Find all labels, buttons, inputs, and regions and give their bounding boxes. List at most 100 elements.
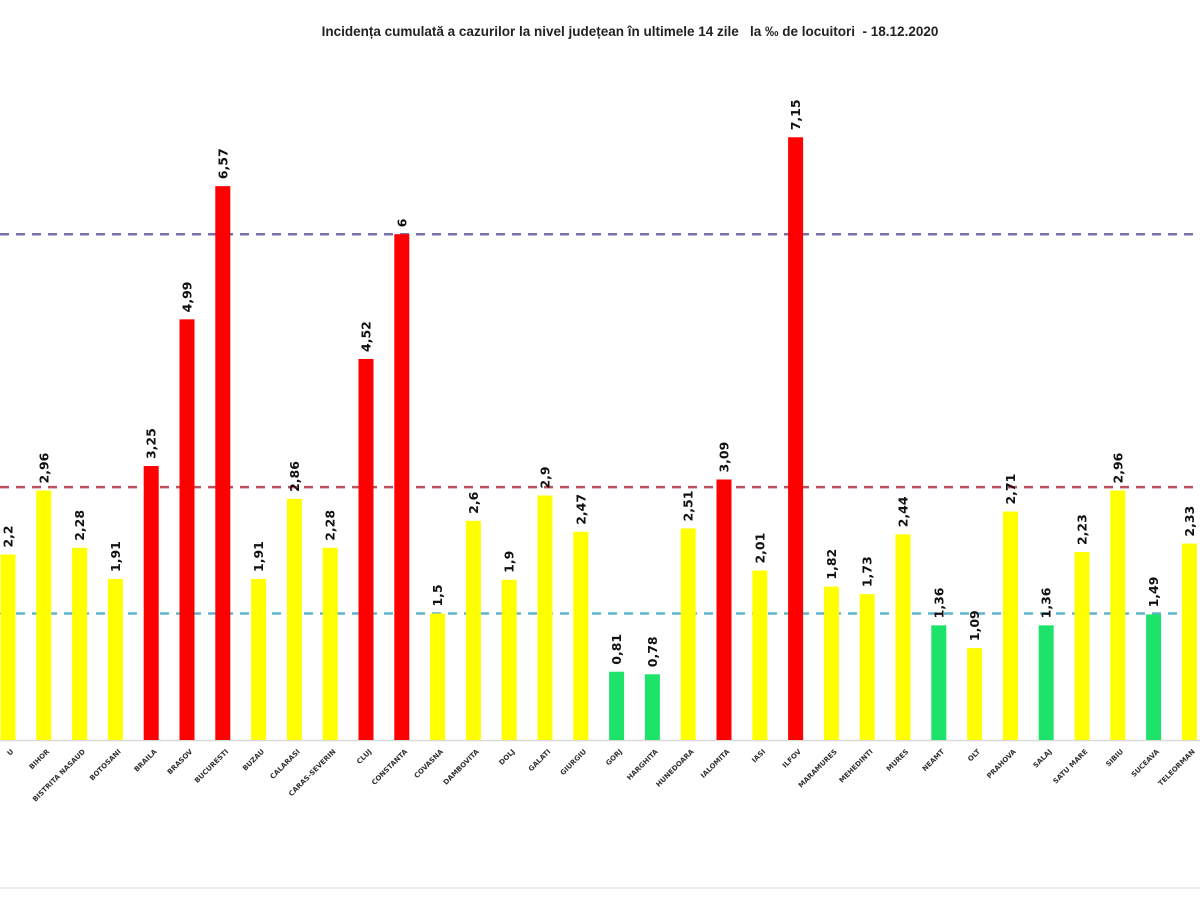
bar-dolj [501, 579, 517, 740]
value-label: 2,86 [287, 461, 302, 492]
category-label: BRASOV [166, 747, 195, 776]
value-label: 2,23 [1075, 514, 1090, 545]
bar-caras-severin [322, 547, 338, 740]
category-label: MURES [885, 748, 910, 773]
category-label: SALAJ [1032, 748, 1054, 770]
category-label: BRAILA [133, 747, 159, 773]
bar-mures [895, 534, 911, 740]
value-label: 2,01 [752, 533, 767, 564]
bar-covasna [430, 613, 446, 740]
bar-sibiu [1110, 490, 1126, 740]
value-label: 2,51 [681, 491, 696, 522]
category-label: IASI [750, 748, 767, 765]
category-label: GORJ [604, 748, 624, 768]
category-label: PRAHOVA [985, 747, 1018, 780]
bar-giurgiu [573, 531, 589, 740]
category-label: ILFOV [781, 747, 803, 769]
bar-mehedinti [859, 594, 875, 740]
category-label: COVASNA [413, 747, 446, 780]
chart-title: Incidența cumulată a cazurilor la nivel … [321, 24, 939, 39]
category-label: MARAMURES [797, 748, 839, 790]
value-label: 0,81 [609, 634, 624, 665]
category-label: SIBIU [1105, 748, 1126, 769]
value-label: 2,47 [573, 494, 588, 525]
category-label: U [6, 748, 16, 758]
value-label: 1,09 [967, 610, 982, 641]
bar-bihor [36, 490, 52, 740]
category-label: SUCEAVA [1130, 747, 1161, 778]
value-label: 2,33 [1182, 506, 1197, 537]
value-label: 1,9 [502, 551, 517, 573]
value-label: 1,91 [108, 541, 123, 572]
bar-botosani [107, 578, 123, 740]
bar-salaj [1038, 625, 1054, 740]
value-label: 1,36 [931, 587, 946, 618]
category-label: HARGHITA [625, 747, 660, 782]
value-label: 3,25 [144, 428, 159, 459]
value-label: 2,28 [72, 510, 87, 541]
category-label: DAMBOVITA [442, 747, 481, 786]
bar-prahova [1002, 511, 1018, 740]
value-label: 2,96 [1110, 452, 1125, 483]
value-label: 1,5 [430, 584, 445, 606]
category-label: SATU MARE [1052, 748, 1090, 786]
bar-harghita [644, 674, 660, 740]
bar-constanta [394, 234, 410, 740]
value-label: 3,09 [717, 442, 732, 473]
bar-bistrita-nasaud [72, 547, 88, 740]
bar-calarasi [286, 498, 302, 740]
value-label: 4,52 [359, 321, 374, 352]
bar-buzau [251, 578, 267, 740]
value-label: 1,82 [824, 549, 839, 580]
category-label: OLT [966, 748, 982, 764]
value-label: 2,44 [896, 496, 911, 527]
category-label: DOLJ [498, 748, 517, 767]
bar-dambovita [465, 520, 481, 740]
category-label: HUNEDOARA [655, 747, 696, 788]
bar-u [0, 554, 16, 740]
category-label: BUCURESTI [193, 748, 230, 785]
value-label: 2,71 [1003, 474, 1018, 505]
value-label: 1,49 [1146, 577, 1161, 608]
category-label: TELEORMAN [1157, 748, 1197, 788]
value-labels: 2,2 2,96 2,28 1,91 3,25 4,99 6,57 1,91 2,86 2,28 4… [1, 99, 1197, 667]
bar-gorj [609, 671, 625, 740]
value-label: 2,9 [538, 466, 553, 488]
bar-suceava [1146, 614, 1162, 740]
value-label: 6,57 [215, 148, 230, 179]
bar-ilfov [788, 137, 804, 740]
bar-galati [537, 495, 553, 740]
category-label: CONSTANTA [370, 747, 409, 786]
value-label: 2,28 [323, 510, 338, 541]
bar-neamt [931, 625, 947, 740]
bar-satu-mare [1074, 552, 1090, 740]
reference-lines [0, 232, 1200, 615]
category-label: MEHEDINTI [838, 748, 875, 785]
category-label: CLUJ [355, 748, 373, 766]
value-label: 4,99 [180, 281, 195, 312]
value-label: 1,73 [860, 556, 875, 587]
bottom-divider [0, 887, 1200, 889]
bar-cluj [358, 358, 374, 740]
category-label: IALOMITA [699, 747, 732, 780]
category-label: GIURGIU [559, 748, 589, 778]
value-label: 2,96 [36, 452, 51, 483]
value-label: 2,2 [1, 525, 16, 547]
bar-olt [967, 648, 983, 740]
value-label: 0,78 [645, 636, 660, 667]
value-label: 1,91 [251, 541, 266, 572]
bar-bucuresti [215, 186, 231, 741]
category-label: NEAMT [921, 748, 946, 773]
bar-maramures [823, 586, 839, 740]
category-label: CALARASI [269, 748, 302, 781]
bar-teleorman [1181, 543, 1197, 740]
category-label: BIHOR [28, 747, 52, 771]
bar-brasov [179, 319, 195, 740]
bar-hunedoara [680, 528, 696, 740]
value-label: 2,6 [466, 491, 481, 513]
value-label: 7,15 [788, 99, 803, 130]
category-label: GALATI [527, 748, 552, 773]
category-label: BUZAU [241, 748, 266, 773]
